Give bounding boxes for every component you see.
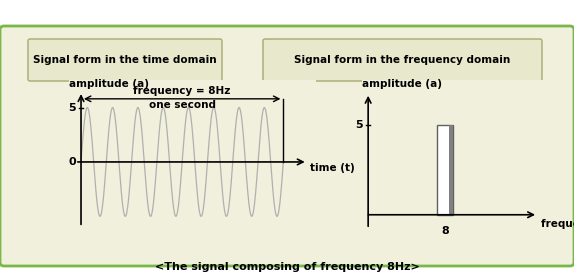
Text: <The signal composing of frequency 8Hz>: <The signal composing of frequency 8Hz> <box>154 262 420 272</box>
Text: frequency (f): frequency (f) <box>541 219 574 229</box>
Text: amplitude (a): amplitude (a) <box>69 79 149 89</box>
Text: frequency = 8Hz: frequency = 8Hz <box>134 86 231 96</box>
Bar <box>449 125 453 215</box>
Text: one second: one second <box>149 100 216 110</box>
Text: amplitude (a): amplitude (a) <box>362 79 441 89</box>
Text: Signal form in the frequency domain: Signal form in the frequency domain <box>294 55 510 65</box>
Text: 8: 8 <box>441 225 449 235</box>
Text: 5: 5 <box>68 102 76 112</box>
Text: 5: 5 <box>355 120 363 130</box>
Bar <box>437 125 453 215</box>
Text: Signal form in the time domain: Signal form in the time domain <box>33 55 217 65</box>
FancyBboxPatch shape <box>28 39 222 81</box>
FancyBboxPatch shape <box>0 26 574 266</box>
Text: time (t): time (t) <box>309 163 354 173</box>
Text: 0: 0 <box>68 157 76 167</box>
FancyBboxPatch shape <box>263 39 542 81</box>
